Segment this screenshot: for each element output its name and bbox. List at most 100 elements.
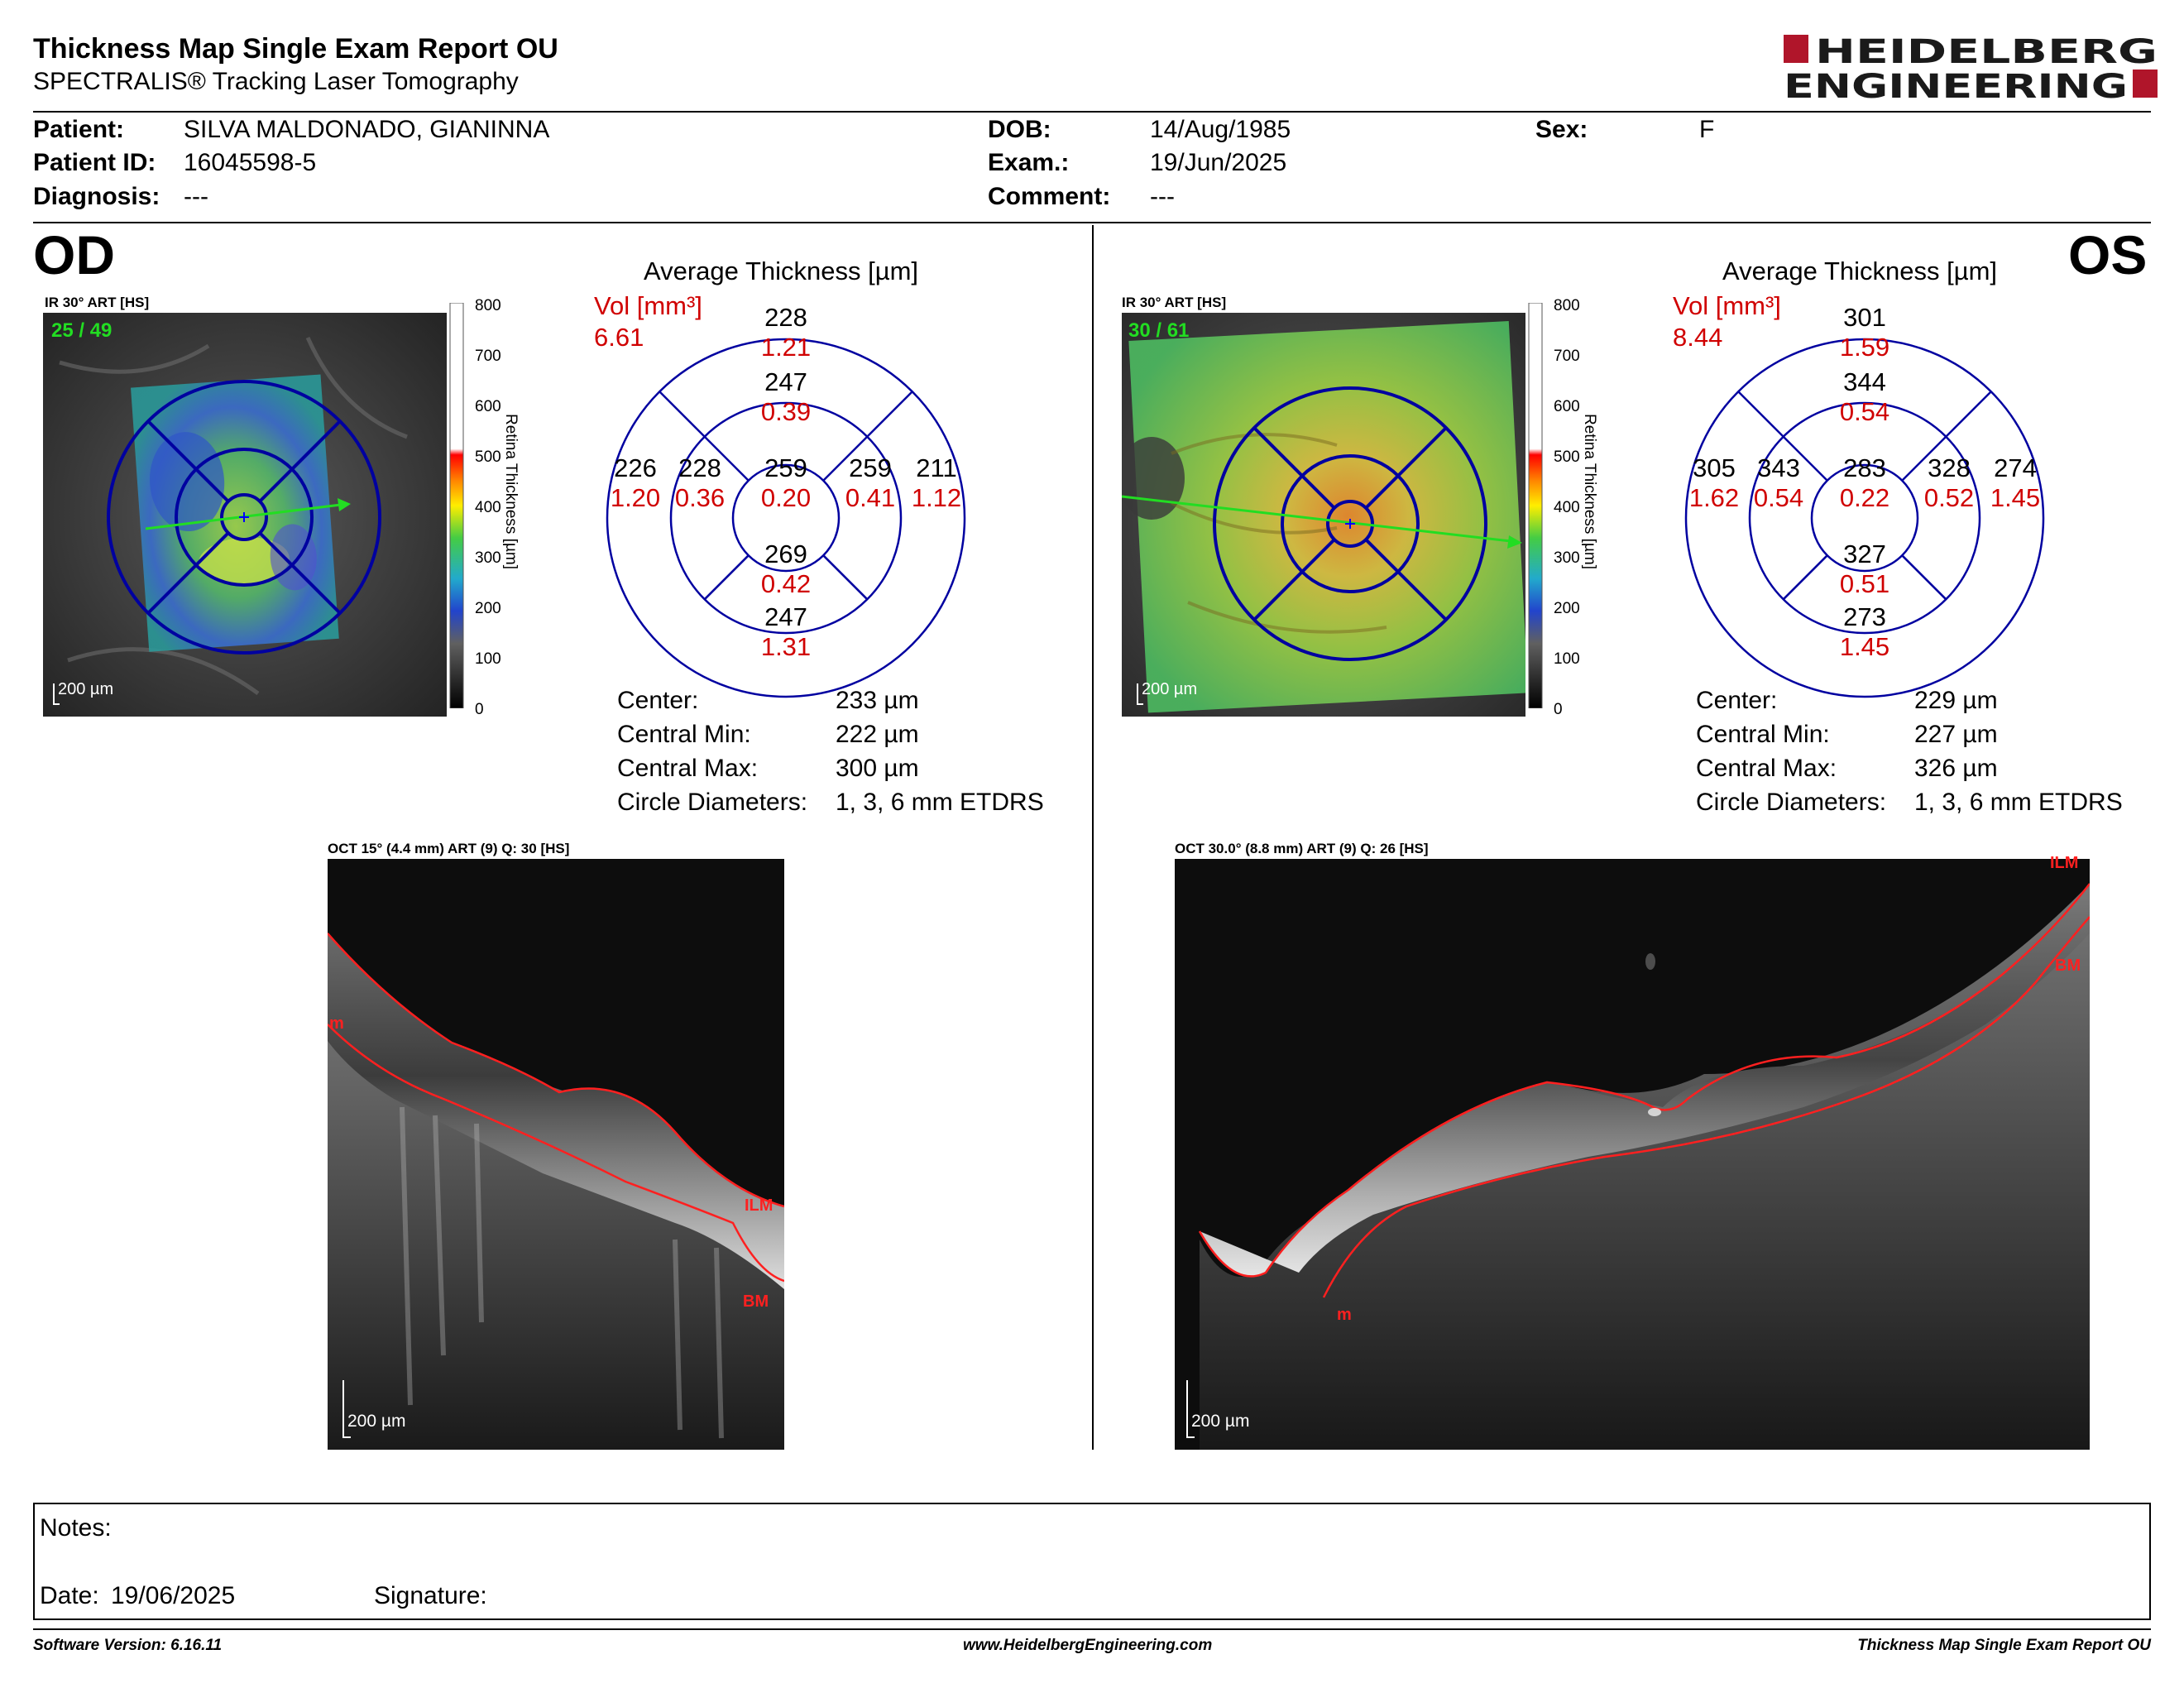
signature-label: Signature:: [374, 1582, 487, 1609]
od-layer-ilm: ILM: [745, 1196, 774, 1215]
dob-label: DOB:: [988, 116, 1051, 143]
os-central-min-label: Central Min:: [1696, 721, 1830, 748]
date-label: Date:: [40, 1582, 99, 1609]
footer-divider: [33, 1628, 2151, 1630]
od-inner-left-volume: 0.36: [674, 483, 726, 512]
os-oct-bscan: [1175, 859, 2090, 1450]
diagnosis-value: ---: [184, 183, 208, 210]
os-outer-right-thickness: 274: [1994, 453, 2037, 482]
os-inner-left-thickness: 343: [1757, 453, 1800, 482]
date-value: 19/06/2025: [111, 1582, 236, 1609]
od-tick-400: 400: [475, 499, 501, 516]
os-tick-800: 800: [1554, 297, 1580, 314]
od-outer-inferior-thickness: 247: [764, 602, 807, 631]
patient-divider: [33, 222, 2151, 223]
comment-label: Comment:: [988, 183, 1111, 210]
os-ir-scale: 200 µm: [1142, 680, 1198, 698]
exam-label: Exam.:: [988, 149, 1070, 176]
os-inner-superior-volume: 0.54: [1839, 397, 1890, 426]
od-oct-bscan: [328, 859, 784, 1450]
os-oct-label: OCT 30.0° (8.8 mm) ART (9) Q: 26 [HS]: [1175, 841, 1429, 856]
od-tick-500: 500: [475, 448, 501, 466]
od-colorbar: [448, 302, 465, 709]
footer-report-name: Thickness Map Single Exam Report OU: [1857, 1637, 2151, 1654]
od-outer-right-thickness: 211: [916, 453, 957, 482]
os-tick-700: 700: [1554, 348, 1580, 365]
os-central-min-value: 227 µm: [1914, 721, 1998, 748]
od-tick-800: 800: [475, 297, 501, 314]
os-tick-200: 200: [1554, 600, 1580, 617]
os-inner-superior-thickness: 344: [1843, 367, 1886, 396]
od-tick-700: 700: [475, 348, 501, 365]
od-colorbar-ticks: 800 700 600 500 400 300 200 100 0: [463, 297, 513, 718]
sex-label: Sex:: [1535, 116, 1588, 143]
os-center-thickness: 283: [1843, 453, 1886, 482]
os-layer-bm: BM: [2055, 957, 2081, 975]
heidelberg-logo: HEIDELBERG ENGINEERING: [1780, 31, 2161, 106]
od-vol-label: Vol [mm³]: [594, 291, 702, 320]
os-oct-scale: 200 µm: [1191, 1412, 1250, 1431]
os-outer-left-thickness: 305: [1693, 453, 1736, 482]
od-oct-scale: 200 µm: [347, 1412, 406, 1431]
od-vol-total: 6.61: [594, 323, 644, 352]
os-outer-superior-volume: 1.59: [1839, 333, 1890, 362]
exam-value: 19/Jun/2025: [1150, 149, 1287, 176]
od-central-max-label: Central Max:: [617, 755, 759, 782]
os-central-max-label: Central Max:: [1696, 755, 1837, 782]
od-avg-thickness-title: Average Thickness [µm]: [644, 257, 919, 285]
os-inner-inferior-thickness: 327: [1843, 539, 1886, 568]
report-title: Thickness Map Single Exam Report OU: [33, 33, 558, 65]
od-inner-superior-volume: 0.39: [760, 397, 812, 426]
os-eye-label: OS: [2068, 224, 2148, 285]
od-circle-diameters-label: Circle Diameters:: [617, 789, 808, 816]
od-eye-label: OD: [33, 224, 115, 285]
os-center-value: 229 µm: [1914, 687, 1998, 714]
os-frame-count: 30 / 61: [1128, 319, 1190, 342]
patient-label: Patient:: [33, 116, 125, 143]
os-colorbar: [1527, 302, 1544, 709]
od-tick-300: 300: [475, 549, 501, 567]
od-inner-inferior-thickness: 269: [764, 539, 807, 568]
os-outer-inferior-thickness: 273: [1843, 602, 1886, 631]
diagnosis-label: Diagnosis:: [33, 183, 160, 210]
od-inner-right-thickness: 259: [849, 453, 892, 482]
od-inner-left-thickness: 228: [678, 453, 721, 482]
od-frame-count: 25 / 49: [51, 319, 113, 342]
od-center-thickness: 259: [764, 453, 807, 482]
os-outer-inferior-volume: 1.45: [1839, 632, 1890, 661]
os-center-label: Center:: [1696, 687, 1778, 714]
os-layer-m: m: [1337, 1306, 1352, 1324]
od-inner-right-volume: 0.41: [845, 483, 896, 512]
od-central-min-value: 222 µm: [836, 721, 919, 748]
od-tick-200: 200: [475, 600, 501, 617]
os-avg-thickness-title: Average Thickness [µm]: [1722, 257, 1998, 285]
od-ir-scale-bar: [53, 683, 60, 705]
logo-line2: ENGINEERING: [1784, 68, 2128, 101]
od-outer-left-volume: 1.20: [610, 483, 661, 512]
os-inner-left-volume: 0.54: [1753, 483, 1804, 512]
od-layer-m: m: [329, 1014, 344, 1033]
os-outer-right-volume: 1.45: [1990, 483, 2041, 512]
notes-box[interactable]: [33, 1503, 2151, 1620]
od-ir-label: IR 30° ART [HS]: [45, 295, 150, 310]
eye-divider: [1092, 225, 1094, 1450]
od-inner-inferior-volume: 0.42: [760, 569, 812, 598]
od-oct-label: OCT 15° (4.4 mm) ART (9) Q: 30 [HS]: [328, 841, 570, 856]
footer-website[interactable]: www.HeidelbergEngineering.com: [963, 1637, 1213, 1654]
os-outer-left-volume: 1.62: [1688, 483, 1740, 512]
od-circle-diameters-value: 1, 3, 6 mm ETDRS: [836, 789, 1044, 816]
os-tick-400: 400: [1554, 499, 1580, 516]
os-circle-diameters-value: 1, 3, 6 mm ETDRS: [1914, 789, 2123, 816]
os-tick-300: 300: [1554, 549, 1580, 567]
od-outer-superior-thickness: 228: [764, 303, 807, 332]
od-outer-right-volume: 1.12: [911, 483, 962, 512]
od-ir-scale: 200 µm: [58, 680, 114, 698]
comment-value: ---: [1150, 183, 1175, 210]
od-center-volume: 0.20: [760, 483, 812, 512]
os-center-volume: 0.22: [1839, 483, 1890, 512]
os-tick-0: 0: [1554, 701, 1563, 718]
od-outer-inferior-volume: 1.31: [760, 632, 812, 661]
od-ir-fundus-image: [43, 313, 447, 717]
dob-value: 14/Aug/1985: [1150, 116, 1291, 143]
od-central-min-label: Central Min:: [617, 721, 751, 748]
